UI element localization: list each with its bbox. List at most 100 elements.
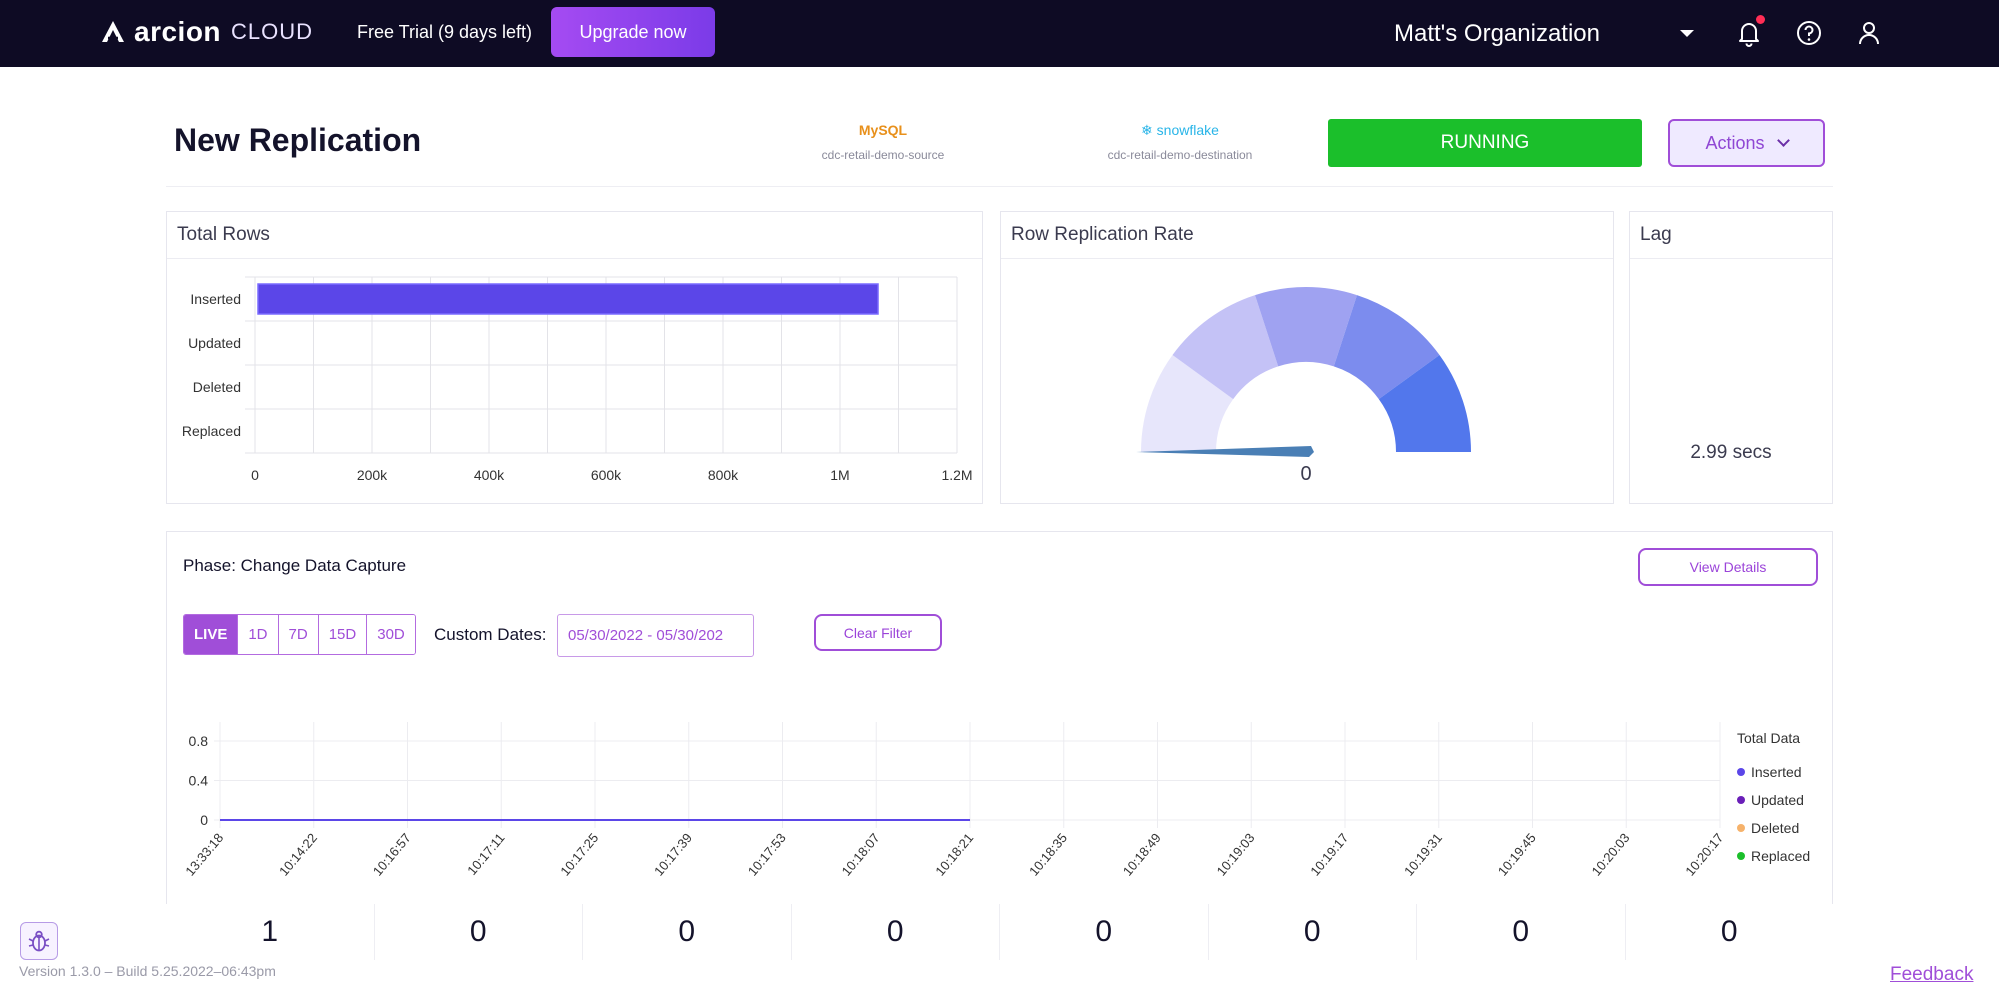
x-tick-label: 600k <box>591 467 622 483</box>
total-cell: 0 <box>1209 904 1417 960</box>
brand-suffix: CLOUD <box>231 19 314 44</box>
x-tick-label: 10:20:17 <box>1682 830 1726 878</box>
total-cell: 0 <box>792 904 1000 960</box>
destination-endpoint: ❄ snowflake cdc-retail-demo-destination <box>1090 118 1270 162</box>
x-tick-label: 10:18:21 <box>932 830 976 878</box>
trial-status: Free Trial (9 days left) <box>357 22 533 42</box>
replication-rate-card: Row Replication Rate 0 <box>1000 211 1614 504</box>
legend-item-updated[interactable]: Updated <box>1737 786 1810 814</box>
x-tick-label: 10:19:03 <box>1214 830 1258 878</box>
x-tick-label: 200k <box>357 467 388 483</box>
totals-row: 1 0 0 0 0 0 0 0 <box>166 904 1833 960</box>
x-tick-label: 1.2M <box>941 467 972 483</box>
total-cell: 0 <box>375 904 583 960</box>
destination-name: cdc-retail-demo-destination <box>1107 148 1253 162</box>
page-title: New Replication <box>174 122 422 158</box>
total-rows-chart: 0 200k 400k 600k 800k 1M 1.2M Inserted Updated De… <box>182 276 973 483</box>
x-tick-label: 400k <box>474 467 505 483</box>
gauge-segment <box>1255 287 1357 367</box>
x-tick-label: 10:19:45 <box>1495 830 1539 878</box>
total-cell: 0 <box>1720 915 1738 948</box>
source-name: cdc-retail-demo-source <box>821 148 945 162</box>
upgrade-button[interactable]: Upgrade now <box>551 7 715 57</box>
brand-name: arcion <box>134 16 222 47</box>
legend-item-deleted[interactable]: Deleted <box>1737 814 1810 842</box>
y-tick-label: 0.4 <box>189 773 209 789</box>
total-rows-card: Total Rows 0 200k 400k 600k 800k 1M 1.2M Insert… <box>166 211 983 504</box>
x-tick-label: 10:17:53 <box>745 830 789 878</box>
category-label: Replaced <box>182 423 241 439</box>
category-label: Deleted <box>193 379 241 395</box>
phase-line-chart: 0.8 0.4 0 13:33:18 10:14:22 10:16:57 10:17:11 1… <box>182 722 1726 879</box>
version-text: Version 1.3.0 – Build 5.25.2022–06:43pm <box>19 963 276 979</box>
gauge-needle <box>1136 446 1314 457</box>
time-range-selector: LIVE 1D 7D 15D 30D <box>183 614 416 655</box>
arcion-logo[interactable]: arcion CLOUD <box>100 16 313 48</box>
clear-filter-button[interactable]: Clear Filter <box>814 614 942 651</box>
legend-item-inserted[interactable]: Inserted <box>1737 758 1810 786</box>
replication-rate-title: Row Replication Rate <box>1011 224 1194 245</box>
gauge-value-label: 0 <box>1300 463 1311 485</box>
category-label: Inserted <box>190 291 241 307</box>
x-tick-label: 10:17:11 <box>464 830 507 878</box>
legend-dot <box>1737 852 1745 860</box>
gauge-segment <box>1141 355 1234 452</box>
caret-down-icon[interactable] <box>1680 30 1694 37</box>
actions-button[interactable]: Actions <box>1668 119 1825 167</box>
x-tick-label: 10:18:07 <box>839 830 883 878</box>
bell-icon[interactable] <box>1733 17 1765 49</box>
date-range-input[interactable] <box>557 614 754 657</box>
range-live[interactable]: LIVE <box>184 615 239 654</box>
custom-dates-label: Custom Dates: <box>434 625 547 644</box>
phase-card: Phase: Change Data Capture View Details … <box>166 531 1833 904</box>
legend-dot <box>1737 824 1745 832</box>
source-endpoint: MySQL cdc-retail-demo-source <box>808 118 958 162</box>
top-bar: arcion CLOUD Free Trial (9 days left) Up… <box>0 0 1999 67</box>
replication-rate-gauge: 0 <box>1136 287 1471 485</box>
lag-title: Lag <box>1640 224 1672 245</box>
x-tick-label: 800k <box>708 467 739 483</box>
status-badge: RUNNING <box>1328 119 1642 167</box>
bug-icon <box>28 930 50 952</box>
legend-item-replaced[interactable]: Replaced <box>1737 842 1810 870</box>
x-tick-label: 10:20:03 <box>1589 830 1633 878</box>
x-tick-label: 10:18:49 <box>1120 830 1164 878</box>
total-cell: 0 <box>1000 904 1209 960</box>
lag-card: Lag 2.99 secs <box>1629 211 1833 504</box>
range-7d[interactable]: 7D <box>278 615 319 654</box>
legend-dot <box>1737 768 1745 776</box>
chevron-down-icon <box>1776 134 1790 147</box>
x-tick-label: 10:18:35 <box>1026 830 1070 878</box>
total-cell: 0 <box>1417 904 1626 960</box>
organization-selector[interactable]: Matt's Organization <box>1394 20 1601 47</box>
x-tick-label: 1M <box>830 467 849 483</box>
gauge-segment <box>1378 355 1471 452</box>
feedback-link[interactable]: Feedback <box>1890 964 1974 985</box>
lag-value: 2.99 secs <box>1690 442 1772 463</box>
bar-inserted <box>257 283 879 315</box>
total-cell: 0 <box>583 904 792 960</box>
y-tick-label: 0.8 <box>189 733 209 749</box>
chart-legend: Total Data Inserted Updated Deleted Repl… <box>1737 730 1810 870</box>
range-1d[interactable]: 1D <box>238 615 279 654</box>
user-icon[interactable] <box>1853 17 1885 49</box>
x-tick-label: 10:17:25 <box>557 830 601 878</box>
bug-report-button[interactable] <box>20 922 58 960</box>
x-tick-label: 10:19:31 <box>1401 830 1445 878</box>
view-details-button[interactable]: View Details <box>1638 548 1818 586</box>
range-15d[interactable]: 15D <box>318 615 368 654</box>
x-tick-label: 13:33:18 <box>182 830 226 878</box>
range-30d[interactable]: 30D <box>367 615 415 654</box>
snowflake-logo: ❄ snowflake <box>1141 122 1219 138</box>
total-cell: 1 <box>166 904 375 960</box>
phase-title: Phase: Change Data Capture <box>183 556 407 575</box>
gauge-segment <box>1172 295 1279 400</box>
x-tick-label: 10:19:17 <box>1307 830 1351 878</box>
y-tick-label: 0 <box>200 812 208 828</box>
legend-dot <box>1737 796 1745 804</box>
help-icon[interactable] <box>1793 17 1825 49</box>
header-divider <box>166 186 1833 187</box>
x-tick-label: 0 <box>251 467 259 483</box>
x-tick-label: 10:14:22 <box>276 830 320 878</box>
x-tick-label: 10:16:57 <box>370 830 414 878</box>
